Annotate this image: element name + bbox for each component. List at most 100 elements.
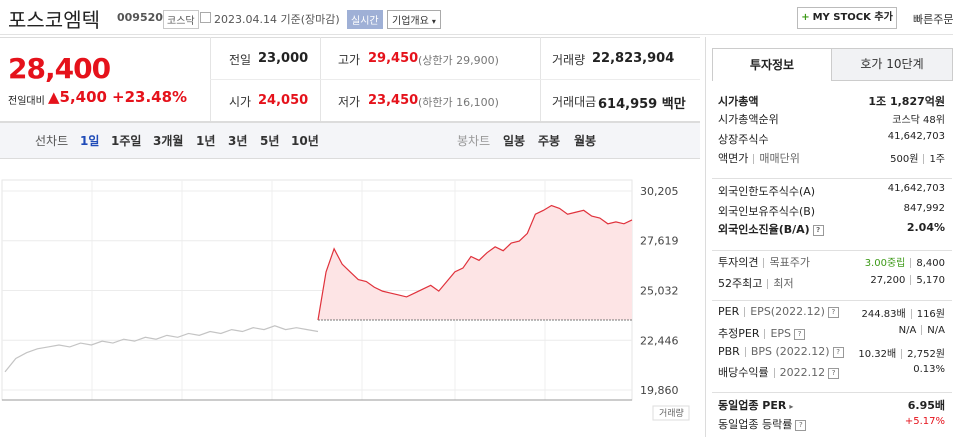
invest-label: 52주최고 최저 — [718, 275, 794, 291]
label-part: 외국인한도주식수(A) — [718, 185, 816, 198]
quick-order[interactable]: 빠른주문 — [913, 13, 953, 26]
invest-label: 외국인소진율(B/A)? — [718, 221, 824, 237]
summary-label: 저가 — [338, 95, 361, 109]
divider — [210, 79, 700, 80]
y-tick-label: 30,205 — [640, 185, 679, 198]
label-part: BPS (2022.12) — [750, 345, 830, 358]
summary-label: 시가 — [229, 95, 252, 109]
label-part: PER — [718, 305, 740, 318]
help-icon: ? — [828, 367, 840, 379]
separator — [767, 279, 769, 289]
invest-label: PBR BPS (2022.12)? — [718, 345, 844, 358]
label-part: 추정PER — [718, 327, 760, 340]
invest-value: 847,992 — [904, 203, 945, 214]
company-menu-label: 기업개요 — [392, 16, 429, 27]
separator — [910, 258, 912, 268]
group-divider — [712, 300, 952, 301]
y-tick-label: 27,619 — [640, 235, 679, 248]
separator — [744, 347, 746, 357]
help-icon: ? — [812, 224, 824, 236]
divider — [705, 37, 706, 437]
help-icon: ? — [827, 306, 839, 318]
tab-group-label: 봉차트 — [457, 134, 491, 148]
summary-note: (상한가 29,900) — [418, 54, 499, 67]
summary-value: 23,000 — [258, 51, 309, 66]
invest-value: 500원 1주 — [890, 150, 945, 165]
invest-value: 6.95배 — [908, 397, 945, 413]
label-part: 동일업종 PER — [718, 399, 787, 412]
header-divider — [0, 34, 953, 35]
invest-value: 27,200 5,170 — [870, 275, 945, 286]
price-line — [4, 325, 319, 373]
summary-value: 29,450 — [368, 51, 419, 66]
value-part: 2.04% — [906, 221, 945, 234]
label-part: 액면가 — [718, 152, 749, 165]
label-part: 2022.12 — [779, 366, 826, 379]
candle-tab[interactable]: 일봉 — [503, 134, 526, 148]
invest-label: 외국인한도주식수(A) — [718, 183, 815, 199]
summary-value: 614,959 백만 — [598, 97, 686, 112]
label-part: 52주최고 — [718, 277, 763, 290]
value-part: 1조 1,827억원 — [868, 95, 945, 108]
value-part: 27,200 — [870, 275, 906, 286]
summary-label: 거래대금 — [552, 95, 597, 109]
period-tab[interactable]: 1주일 — [111, 134, 142, 148]
period-tab[interactable]: 1일 — [80, 134, 100, 148]
period-tab[interactable]: 3개월 — [153, 134, 184, 148]
period-tab[interactable]: 3년 — [228, 134, 248, 148]
value-part: 500원 — [890, 154, 919, 165]
chart-tab-bar — [0, 122, 700, 159]
label-part: 투자의견 — [718, 256, 759, 269]
period-tab[interactable]: 10년 — [291, 134, 319, 148]
invest-label: 시가총액순위 — [718, 111, 779, 127]
volume-label: 거래량 — [659, 407, 684, 419]
separator — [910, 309, 912, 319]
candle-tab[interactable]: 주봉 — [538, 134, 561, 148]
summary-label: 거래량 — [552, 53, 586, 67]
invest-value: 코스닥 48위 — [892, 111, 945, 126]
invest-tab[interactable]: 투자정보 — [712, 48, 832, 81]
separator — [773, 368, 775, 378]
y-tick-label: 22,446 — [640, 334, 679, 347]
volume-label-box — [652, 405, 690, 421]
summary-value: 23,450 — [368, 93, 419, 108]
invest-label: 동일업종 등락률? — [718, 416, 807, 432]
summary-label: 고가 — [338, 53, 361, 67]
value-part: 0.13% — [913, 364, 945, 375]
invest-label: 투자의견 목표주가 — [718, 254, 810, 270]
mystock-button[interactable]: + MY STOCK 추가 — [797, 7, 897, 29]
period-tab[interactable]: 1년 — [196, 134, 216, 148]
separator — [764, 329, 766, 339]
market-badge: 코스닥 — [163, 10, 199, 29]
invest-value: 41,642,703 — [888, 131, 945, 142]
value-part: 코스닥 48위 — [892, 115, 945, 126]
help-icon: ? — [832, 346, 844, 358]
invest-value: 2.04% — [907, 221, 945, 234]
value-part: 244.83배 — [861, 309, 906, 320]
label-part: EPS(2022.12) — [750, 305, 825, 318]
summary-value: 22,823,904 — [592, 51, 675, 66]
price-line — [317, 204, 633, 321]
invest-value: 244.83배 116원 — [861, 305, 945, 320]
value-part: 116원 — [916, 309, 945, 320]
invest-label: 추정PER EPS? — [718, 325, 806, 341]
label-part: 외국인보유주식수(B) — [718, 205, 816, 218]
invest-tab[interactable]: 호가 10단계 — [831, 48, 953, 81]
separator — [901, 349, 903, 359]
stock-code: 009520 — [117, 11, 163, 24]
invest-value: 0.13% — [913, 364, 945, 375]
candle-tab[interactable]: 월봉 — [574, 134, 597, 148]
period-tab[interactable]: 5년 — [260, 134, 280, 148]
summary-note: (하한가 16,100) — [418, 96, 499, 109]
label-part: 시가총액순위 — [718, 113, 779, 126]
company-menu[interactable]: 기업개요 ▾ — [387, 10, 441, 29]
invest-value: +5.17% — [905, 416, 945, 427]
value-part: N/A — [927, 325, 945, 336]
group-divider — [712, 250, 952, 251]
arrow-icon: ▸ — [789, 402, 794, 411]
help-icon: ? — [794, 328, 806, 340]
mystock-label: MY STOCK 추가 — [812, 12, 893, 23]
separator — [923, 154, 925, 164]
label-part: 배당수익률 — [718, 366, 769, 379]
invest-label: 외국인보유주식수(B) — [718, 203, 815, 219]
